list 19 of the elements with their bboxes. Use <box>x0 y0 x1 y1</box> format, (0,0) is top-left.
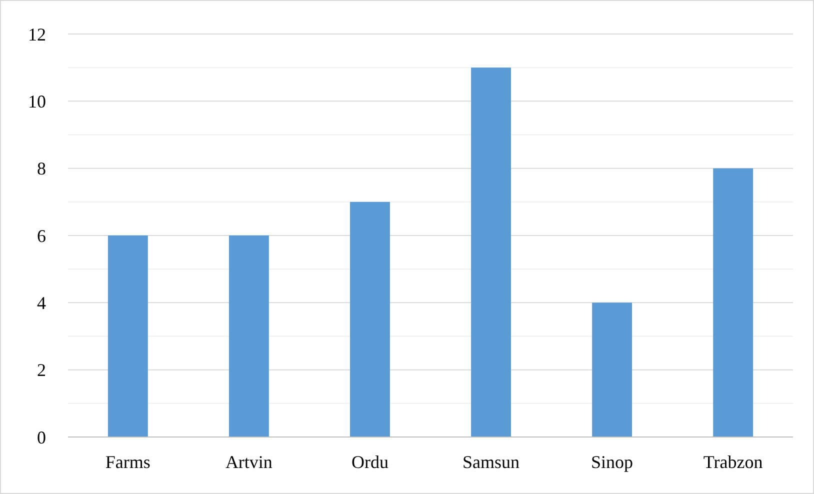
y-tick-label: 10 <box>28 91 46 112</box>
bar <box>471 68 511 437</box>
x-tick-label: Sinop <box>591 452 634 472</box>
x-tick-label: Farms <box>105 452 150 472</box>
bar <box>592 302 632 437</box>
bar <box>108 236 148 437</box>
bar <box>350 202 390 437</box>
y-tick-label: 8 <box>37 158 46 179</box>
bar <box>228 236 269 437</box>
x-tick-label: Ordu <box>351 452 388 472</box>
y-tick-label: 2 <box>37 360 46 380</box>
x-tick-label: Trabzon <box>703 452 763 472</box>
x-tick-label: Samsun <box>462 452 520 472</box>
bar <box>713 168 754 437</box>
y-tick-label: 12 <box>28 24 46 44</box>
y-tick-label: 4 <box>37 292 46 313</box>
x-tick-label: Artvin <box>225 452 272 472</box>
y-tick-label: 6 <box>37 226 46 246</box>
y-tick-label: 0 <box>37 427 46 448</box>
